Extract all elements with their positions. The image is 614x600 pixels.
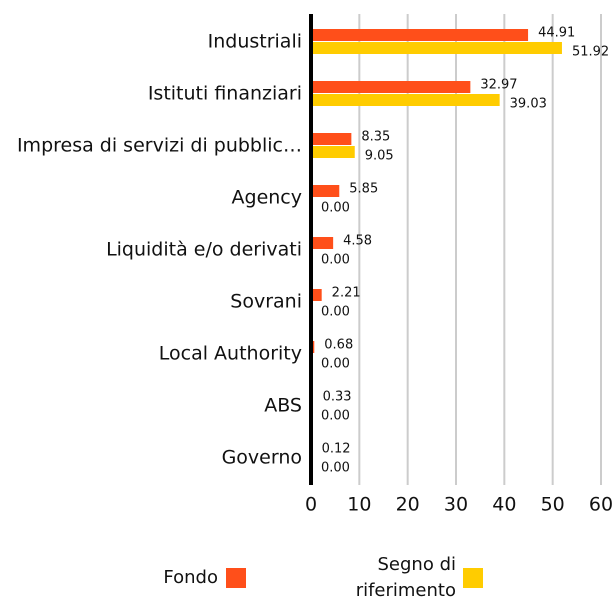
y-tick-label: Istituti finanziari	[148, 83, 302, 105]
value-label: 0.12	[322, 442, 351, 457]
value-label: 0.68	[324, 338, 353, 353]
value-label: 0.00	[321, 357, 350, 372]
y-tick-label: Impresa di servizi di pubblic…	[17, 135, 302, 157]
bar	[311, 81, 471, 93]
value-label: 2.21	[332, 286, 361, 301]
x-tick-label: 0	[305, 494, 317, 516]
y-tick-label: Liquidità e/o derivati	[106, 239, 302, 261]
value-label: 9.05	[365, 149, 394, 164]
y-tick-label: ABS	[264, 395, 302, 417]
x-tick-label: 50	[541, 494, 565, 516]
x-tick-label: 30	[444, 494, 468, 516]
y-tick-label: Sovrani	[230, 291, 302, 313]
value-label: 51.92	[572, 45, 609, 60]
y-tick-label: Local Authority	[159, 343, 302, 365]
value-label: 0.00	[321, 461, 350, 476]
y-tick-label: Agency	[232, 187, 302, 209]
x-tick-label: 40	[492, 494, 516, 516]
legend-label: Segno di riferimento	[355, 554, 456, 600]
bar	[311, 185, 340, 197]
value-label: 8.35	[361, 130, 390, 145]
value-label: 0.00	[321, 201, 350, 216]
y-tick-label: Industriali	[208, 31, 302, 53]
value-label: 0.00	[321, 305, 350, 320]
bar	[311, 289, 322, 301]
value-label: 0.33	[323, 390, 352, 405]
bar	[311, 42, 562, 54]
legend-swatch	[226, 568, 246, 588]
value-label: 0.00	[321, 409, 350, 424]
legend-swatch	[463, 568, 483, 588]
bar	[311, 94, 500, 106]
bar	[311, 237, 334, 249]
value-label: 44.91	[538, 26, 575, 41]
bar	[311, 29, 529, 41]
x-tick-label: 10	[347, 494, 371, 516]
value-label: 5.85	[349, 182, 378, 197]
x-tick-label: 60	[589, 494, 613, 516]
bar	[311, 133, 352, 145]
value-label: 4.58	[343, 234, 372, 249]
bar	[311, 146, 355, 158]
legend-label: Fondo	[163, 567, 218, 588]
value-label: 39.03	[510, 97, 547, 112]
x-tick-label: 20	[396, 494, 420, 516]
value-label: 32.97	[480, 78, 517, 93]
value-label: 0.00	[321, 253, 350, 268]
y-tick-label: Governo	[222, 447, 302, 469]
